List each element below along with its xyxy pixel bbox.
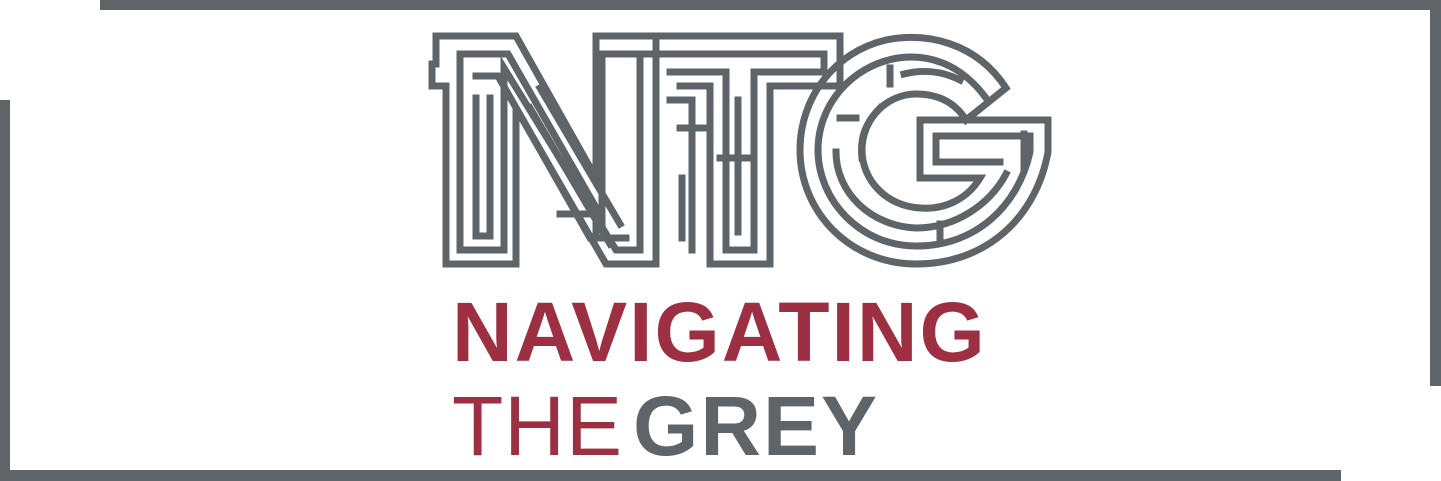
ntg-maze-icon (428, 32, 1052, 268)
frame-top-bar (100, 0, 1441, 10)
grey-text: GREY (633, 379, 880, 473)
t-outer-path (596, 32, 844, 268)
the-text: THE (452, 379, 623, 473)
frame-bottom-bar (0, 470, 1341, 481)
navigating-text: NAVIGATING (452, 285, 987, 379)
t-inner-path-2 (666, 96, 754, 254)
the-grey-line: THE GREY (452, 384, 987, 468)
frame-right-bar (1430, 0, 1441, 386)
ntg-maze-monogram (420, 28, 1060, 268)
wordmark: NAVIGATING THE GREY (452, 290, 987, 468)
t-inner-path-1 (616, 50, 828, 254)
g-inner-path-3 (836, 64, 1028, 244)
n-inner-path-3 (525, 83, 625, 249)
frame-left-bar (0, 100, 10, 481)
n-inner-path-1 (456, 50, 644, 254)
g-inner-path-1 (814, 53, 1034, 250)
g-inner-path-2 (832, 68, 1011, 232)
